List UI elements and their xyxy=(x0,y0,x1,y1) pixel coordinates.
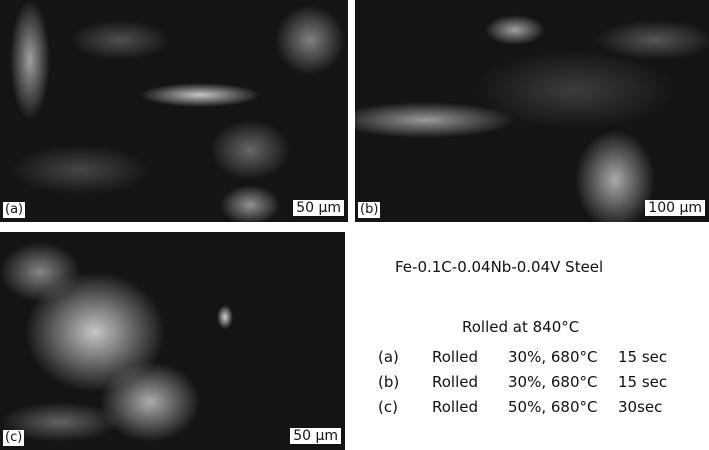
row-label: (c) xyxy=(378,398,398,416)
micrograph: (b) 100 μm xyxy=(355,0,709,222)
process: Rolled xyxy=(432,398,478,416)
micrograph: (c) 50 μm xyxy=(0,232,345,450)
scale-bar: 50 μm xyxy=(293,200,344,218)
row-label: (a) xyxy=(378,348,399,366)
hold-time: 30sec xyxy=(618,398,662,416)
alloy-name: Fe-0.1C-0.04Nb-0.04V Steel xyxy=(395,258,603,276)
hold-time: 15 sec xyxy=(618,373,667,391)
rolling-condition: Rolled at 840°C xyxy=(462,318,579,336)
process: Rolled xyxy=(432,373,478,391)
reduction: 30%, 680°C xyxy=(508,348,597,366)
row-label: (b) xyxy=(378,373,399,391)
panel-label: (b) xyxy=(358,202,380,218)
scale-bar: 50 μm xyxy=(290,428,341,446)
panel-label: (a) xyxy=(3,202,25,218)
process: Rolled xyxy=(432,348,478,366)
panel-label: (c) xyxy=(3,430,24,446)
reduction: 30%, 680°C xyxy=(508,373,597,391)
figure-page: (a) 50 μm (b) 100 μm (c) 50 μm Fe-0.1C-0… xyxy=(0,0,709,450)
micrograph: (a) 50 μm xyxy=(0,0,348,222)
scale-bar: 100 μm xyxy=(645,200,705,218)
hold-time: 15 sec xyxy=(618,348,667,366)
reduction: 50%, 680°C xyxy=(508,398,597,416)
